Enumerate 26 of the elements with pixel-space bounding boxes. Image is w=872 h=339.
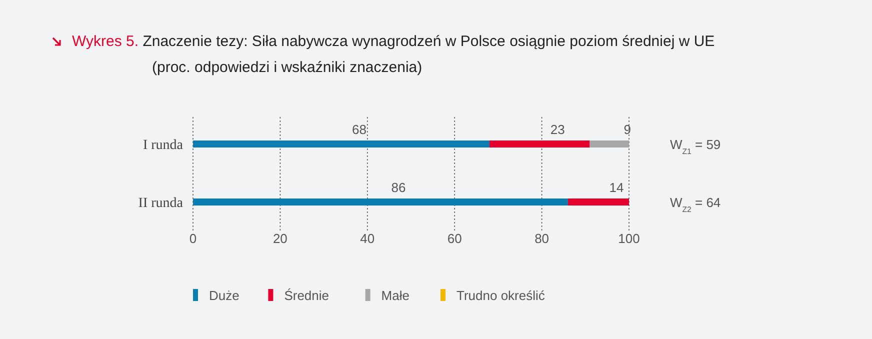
data-label: 86 — [391, 180, 406, 195]
x-tick-label: 40 — [360, 231, 375, 246]
bar — [590, 140, 629, 148]
data-label: 23 — [550, 122, 565, 137]
x-tick-label: 20 — [272, 231, 288, 246]
text: W$_{Z2}$ = 64 — [670, 195, 721, 214]
text: W$_{Z1}$ = 59 — [670, 137, 721, 156]
data-label: 9 — [624, 122, 631, 137]
data-label: 14 — [609, 180, 624, 195]
x-tick-label: 60 — [447, 231, 462, 246]
bar — [489, 140, 590, 148]
bar — [568, 198, 629, 206]
chart-title: Wykres 5. Znaczenie tezy: Siła nabywcza wynagrodzeń w Polsce osiągnie poziom średniej w UE — [72, 33, 715, 50]
data-label: 68 — [352, 122, 366, 137]
y-tick-label: II runda — [138, 196, 184, 211]
y-tick-label: I runda — [142, 138, 184, 153]
bar — [193, 140, 490, 148]
chart-subtitle: (proc. odpowiedzi i wskaźniki znaczenia) — [152, 59, 422, 76]
legend-label: Średnie — [284, 288, 330, 303]
x-tick-label: 100 — [618, 231, 640, 246]
legend-label: Małe — [381, 288, 410, 303]
bar — [193, 198, 568, 206]
x-tick-label: 0 — [189, 231, 197, 246]
x-tick-label: 80 — [534, 231, 550, 246]
legend-label: Trudno określić — [456, 288, 546, 303]
legend-label: Duże — [209, 288, 240, 303]
